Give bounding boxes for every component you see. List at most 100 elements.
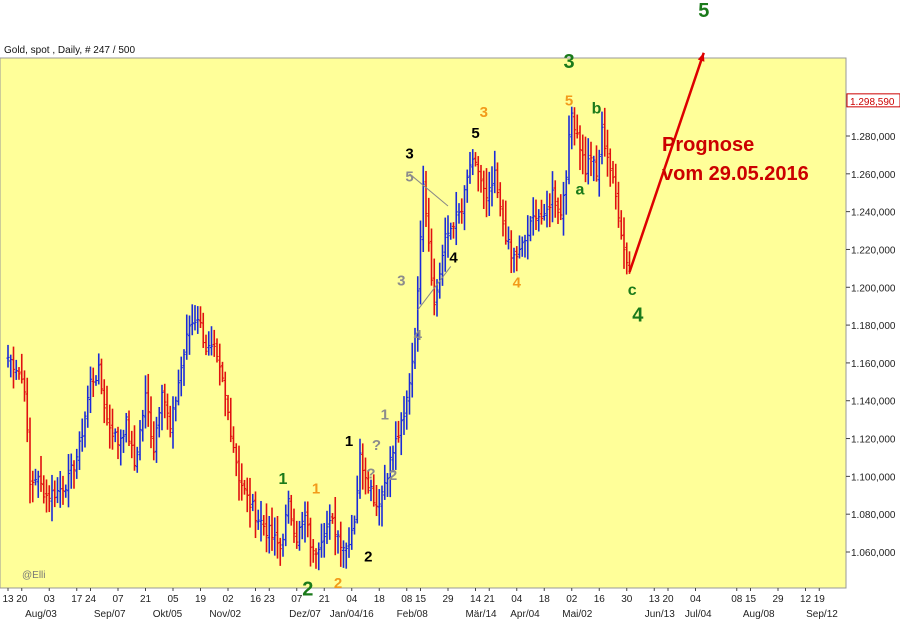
ohlc-bar-22 xyxy=(66,454,71,508)
ohlc-bar-69 xyxy=(196,306,200,334)
ohlc-bar-140 xyxy=(391,445,395,473)
ohlc-bar-102 xyxy=(286,490,291,524)
ohlc-bar-86 xyxy=(242,479,247,495)
ohlc-bar-111 xyxy=(311,539,315,563)
chart-title: Gold, spot , Daily, # 247 / 500 xyxy=(4,45,135,56)
ohlc-bar-55 xyxy=(157,406,161,438)
x-day-label-13: 21 xyxy=(319,594,331,605)
ohlc-bar-81 xyxy=(229,397,233,443)
y-tick-label-11: 1.280,000 xyxy=(851,132,896,143)
y-tick-label-4: 1.140,000 xyxy=(851,397,896,408)
ohlc-bar-107 xyxy=(300,511,304,540)
x-day-label-10: 16 xyxy=(250,594,262,605)
ohlc-bar-130 xyxy=(363,457,368,495)
ohlc-bar-85 xyxy=(240,463,244,501)
ohlc-bar-190 xyxy=(528,216,533,242)
ohlc-bar-167 xyxy=(465,169,469,203)
x-month-label-5: Jan/04/16 xyxy=(330,609,374,620)
x-day-label-11: 23 xyxy=(264,594,276,605)
x-month-label-10: Jun/13 xyxy=(645,609,675,620)
ohlc-bar-159 xyxy=(443,217,447,272)
ohlc-bar-150 xyxy=(418,220,423,305)
ohlc-bar-187 xyxy=(520,236,524,257)
ohlc-bar-63 xyxy=(179,356,183,397)
ohlc-bar-49 xyxy=(141,409,145,442)
ohlc-bar-113 xyxy=(317,542,321,571)
y-tick-label-1: 1.080,000 xyxy=(851,510,896,521)
x-day-label-15: 18 xyxy=(374,594,386,605)
ohlc-bar-92 xyxy=(259,500,263,542)
ohlc-bar-3 xyxy=(14,359,18,380)
ohlc-bar-172 xyxy=(479,164,483,193)
ohlc-bar-74 xyxy=(209,326,214,356)
ohlc-bar-26 xyxy=(77,431,82,470)
ohlc-bar-89 xyxy=(251,493,255,512)
ohlc-bar-118 xyxy=(330,513,335,524)
ohlc-bar-65 xyxy=(185,314,189,360)
ohlc-bar-179 xyxy=(498,182,502,217)
x-day-label-3: 17 xyxy=(71,594,83,605)
wave-label-1: 5 xyxy=(405,168,413,185)
ohlc-bar-91 xyxy=(256,509,260,530)
ohlc-bar-220 xyxy=(611,161,615,184)
x-month-label-0: Aug/03 xyxy=(25,609,57,620)
ohlc-bar-40 xyxy=(116,426,120,460)
ohlc-bar-51 xyxy=(146,373,150,427)
ohlc-bar-20 xyxy=(61,475,65,505)
ohlc-bar-192 xyxy=(534,199,538,231)
ohlc-bar-193 xyxy=(537,209,541,232)
ohlc-bar-120 xyxy=(336,530,340,554)
x-axis: 13 20 03 17 24 07 21 05 19 02 16 23 07 21 04 18 08 15 29 14… xyxy=(2,588,838,620)
ohlc-bar-75 xyxy=(212,329,216,357)
ohlc-bar-225 xyxy=(625,242,629,275)
ohlc-bar-88 xyxy=(248,477,252,528)
y-tick-label-0: 1.060,000 xyxy=(851,548,896,559)
ohlc-bar-0 xyxy=(6,344,10,368)
ohlc-bar-153 xyxy=(427,197,431,252)
price-bars xyxy=(6,106,632,571)
ohlc-bar-44 xyxy=(127,410,131,446)
ohlc-bar-146 xyxy=(407,373,412,415)
x-day-label-6: 21 xyxy=(140,594,152,605)
y-tick-label-5: 1.160,000 xyxy=(851,359,896,370)
ohlc-bar-83 xyxy=(234,443,238,477)
y-tick-label-9: 1.240,000 xyxy=(851,208,896,219)
y-tick-label-10: 1.260,000 xyxy=(851,170,896,181)
ohlc-bar-97 xyxy=(273,517,277,556)
wave-label-11: a xyxy=(576,182,585,199)
ohlc-bar-136 xyxy=(380,485,384,527)
x-day-label-25: 30 xyxy=(621,594,633,605)
ohlc-bar-168 xyxy=(468,151,472,184)
ohlc-bar-134 xyxy=(374,484,379,517)
ohlc-bar-211 xyxy=(586,138,590,185)
ohlc-bar-128 xyxy=(358,438,362,499)
x-month-label-1: Sep/07 xyxy=(94,609,126,620)
wave-label-16: 1 xyxy=(312,480,320,497)
ohlc-bar-106 xyxy=(297,520,302,551)
x-month-label-6: Feb/08 xyxy=(397,609,429,620)
ohlc-bar-33 xyxy=(97,353,101,385)
ohlc-bar-109 xyxy=(306,501,310,538)
ohlc-bar-197 xyxy=(548,193,552,228)
ohlc-bar-52 xyxy=(149,396,153,449)
x-day-label-24: 16 xyxy=(594,594,606,605)
ohlc-bar-108 xyxy=(303,501,307,543)
ohlc-bar-76 xyxy=(215,338,219,363)
ohlc-bar-9 xyxy=(31,470,35,503)
wave-label-13: 4 xyxy=(632,304,644,326)
ohlc-bar-126 xyxy=(352,515,357,535)
x-month-label-8: Apr/04 xyxy=(510,609,540,620)
wave-label-5: 3 xyxy=(397,272,405,289)
ohlc-bar-182 xyxy=(506,226,511,250)
ohlc-bar-158 xyxy=(440,244,445,286)
wave-label-3: 3 xyxy=(480,104,488,121)
ohlc-bar-48 xyxy=(138,420,142,461)
x-day-label-17: 15 xyxy=(415,594,427,605)
ohlc-bar-7 xyxy=(25,377,29,443)
wave-label-0: 3 xyxy=(405,146,413,163)
ohlc-bar-207 xyxy=(575,114,579,139)
x-month-label-9: Mai/02 xyxy=(562,609,592,620)
ohlc-bar-4 xyxy=(17,367,21,380)
ohlc-bar-77 xyxy=(218,343,222,386)
ohlc-bar-169 xyxy=(471,149,475,176)
